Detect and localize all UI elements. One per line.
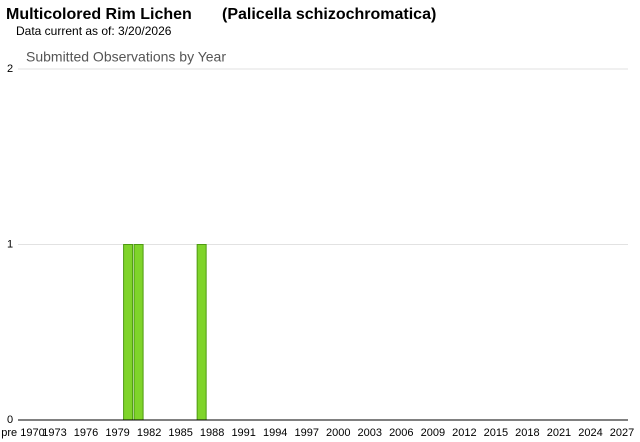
y-tick-label: 2 bbox=[7, 63, 13, 75]
x-tick-label: 1979 bbox=[105, 427, 129, 439]
bar bbox=[196, 244, 207, 421]
bar bbox=[133, 244, 144, 421]
x-tick-label: 1994 bbox=[263, 427, 287, 439]
x-tick-label: 2003 bbox=[358, 427, 382, 439]
chart-title: Submitted Observations by Year bbox=[26, 49, 226, 65]
x-tick-label: 2015 bbox=[484, 427, 508, 439]
x-tick-label: 1985 bbox=[168, 427, 192, 439]
scientific-name: (Palicella schizochromatica) bbox=[222, 6, 436, 23]
x-tick-label: 2021 bbox=[547, 427, 571, 439]
y-tick-label: 1 bbox=[7, 238, 13, 250]
bar bbox=[123, 244, 134, 421]
x-tick-label: 2000 bbox=[326, 427, 350, 439]
data-date: Data current as of: 3/20/2026 bbox=[16, 24, 172, 38]
x-tick-label: 2006 bbox=[389, 427, 413, 439]
x-tick-label: 2018 bbox=[515, 427, 539, 439]
x-tick-label: pre 1970 bbox=[1, 427, 44, 439]
x-tick-label: 1976 bbox=[74, 427, 98, 439]
x-tick-label: 1982 bbox=[137, 427, 161, 439]
x-tick-label: 2012 bbox=[452, 427, 476, 439]
y-tick-label: 0 bbox=[7, 414, 13, 426]
x-tick-label: 1973 bbox=[42, 427, 66, 439]
x-tick-label: 1997 bbox=[294, 427, 318, 439]
x-tick-label: 1991 bbox=[231, 427, 255, 439]
x-tick-label: 2027 bbox=[610, 427, 634, 439]
x-tick-label: 2024 bbox=[578, 427, 602, 439]
x-tick-label: 2009 bbox=[421, 427, 445, 439]
x-tick-label: 1988 bbox=[200, 427, 224, 439]
common-name: Multicolored Rim Lichen bbox=[6, 6, 192, 23]
